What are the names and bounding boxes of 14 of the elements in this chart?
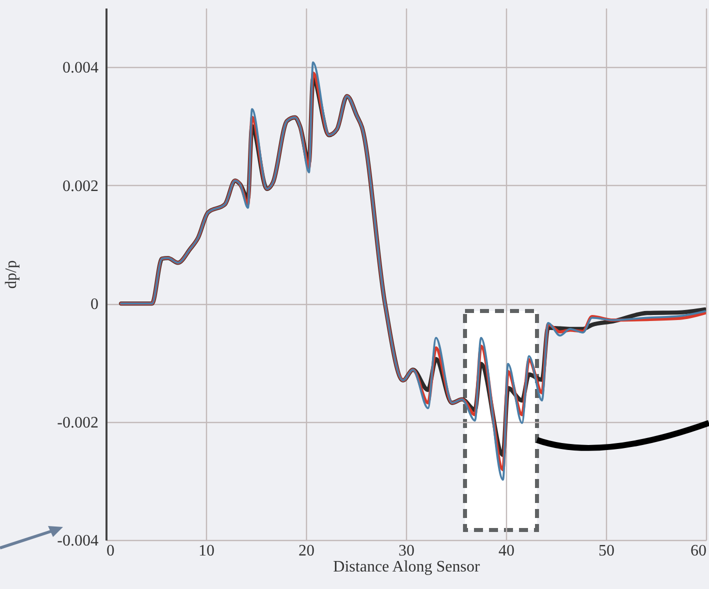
y-tick-label: 0	[90, 296, 98, 314]
y-tick-label: -0.002	[57, 414, 98, 432]
x-tick-label: 0	[106, 542, 114, 560]
x-tick-label: 60	[690, 542, 706, 560]
x-tick-label: 20	[298, 542, 314, 560]
x-tick-label: 10	[198, 542, 214, 560]
y-axis-title: dp/p	[3, 260, 20, 289]
x-tick-label: 50	[598, 542, 614, 560]
x-tick-label: 30	[398, 542, 414, 560]
y-tick-label: 0.004	[62, 60, 98, 77]
x-axis-title: Distance Along Sensor	[333, 558, 480, 576]
y-tick-label: -0.004	[57, 532, 98, 550]
y-tick-label: 0.002	[62, 178, 98, 195]
x-tick-label: 40	[498, 542, 514, 560]
